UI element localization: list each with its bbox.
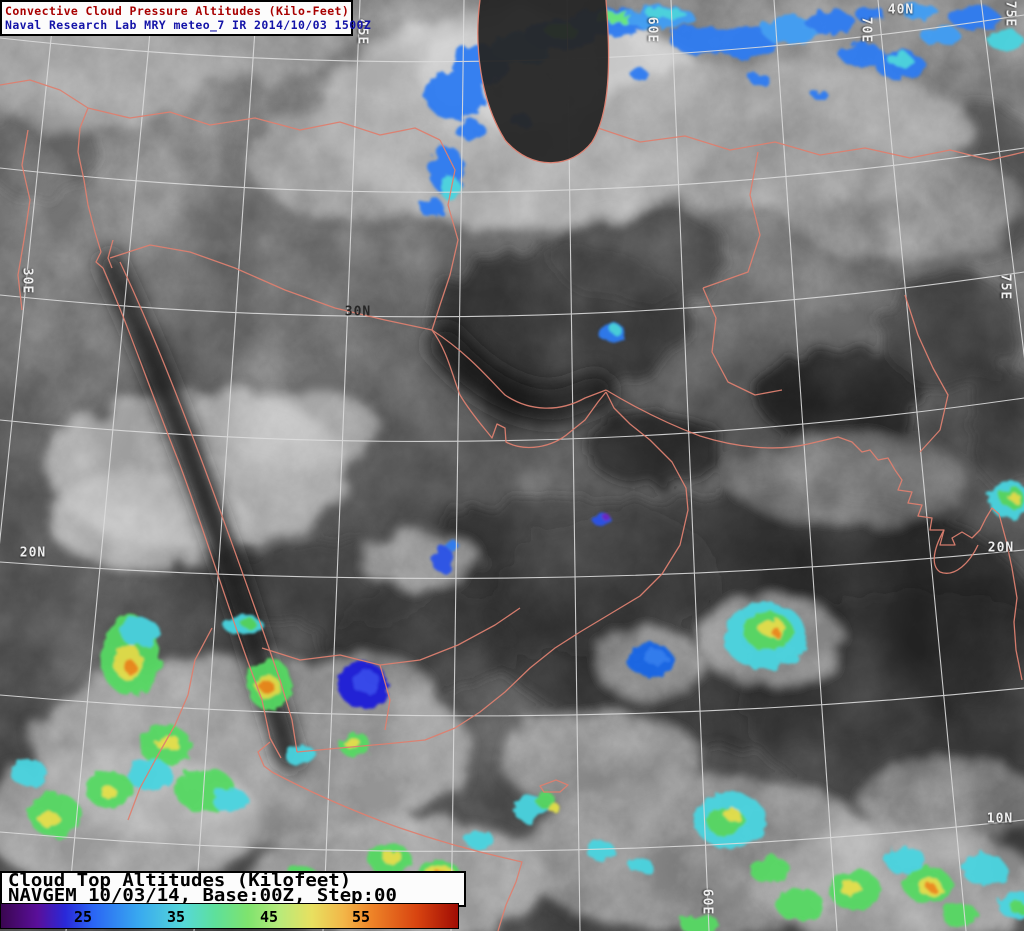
colorbar-tick-25: 25 bbox=[73, 908, 93, 926]
grid-label-20n-right: 20N bbox=[987, 540, 1015, 556]
legend-title: Cloud Top Altitudes (Kilofeet) bbox=[8, 870, 352, 891]
grid-label-60e-top: 60E bbox=[644, 16, 660, 44]
grid-label-40n: 40N bbox=[887, 2, 915, 18]
legend-box: Cloud Top Altitudes (Kilofeet) NAVGEM 10… bbox=[0, 871, 466, 907]
grid-label-75e-right: 75E bbox=[997, 273, 1013, 301]
product-title: Convective Cloud Pressure Altitudes (Kil… bbox=[5, 4, 350, 18]
convective-cells bbox=[10, 4, 1024, 931]
grid-label-75e-top: 75E bbox=[1002, 0, 1018, 28]
grid-label-30e-left: 30E bbox=[19, 267, 35, 295]
grid-label-60e-bottom: 60E bbox=[699, 888, 715, 916]
title-box: Convective Cloud Pressure Altitudes (Kil… bbox=[0, 0, 372, 36]
legend-model-line: NAVGEM 10/03/14, Base:00Z, Step:00 bbox=[8, 885, 397, 906]
colorbar-tick-35: 35 bbox=[166, 908, 186, 926]
colorbar-tick-45: 45 bbox=[259, 908, 279, 926]
colorbar-tick-55: 55 bbox=[351, 908, 371, 926]
grid-label-70e-top: 70E bbox=[858, 16, 874, 44]
grid-label-20n-left: 20N bbox=[19, 545, 47, 561]
grid-label-30n: 30N bbox=[344, 304, 372, 320]
colorbar: 25 35 45 55 bbox=[0, 903, 459, 929]
grid-label-10n-right: 10N bbox=[986, 811, 1014, 827]
product-source-line: Naval Research Lab MRY meteo_7 IR 2014/1… bbox=[5, 18, 372, 32]
